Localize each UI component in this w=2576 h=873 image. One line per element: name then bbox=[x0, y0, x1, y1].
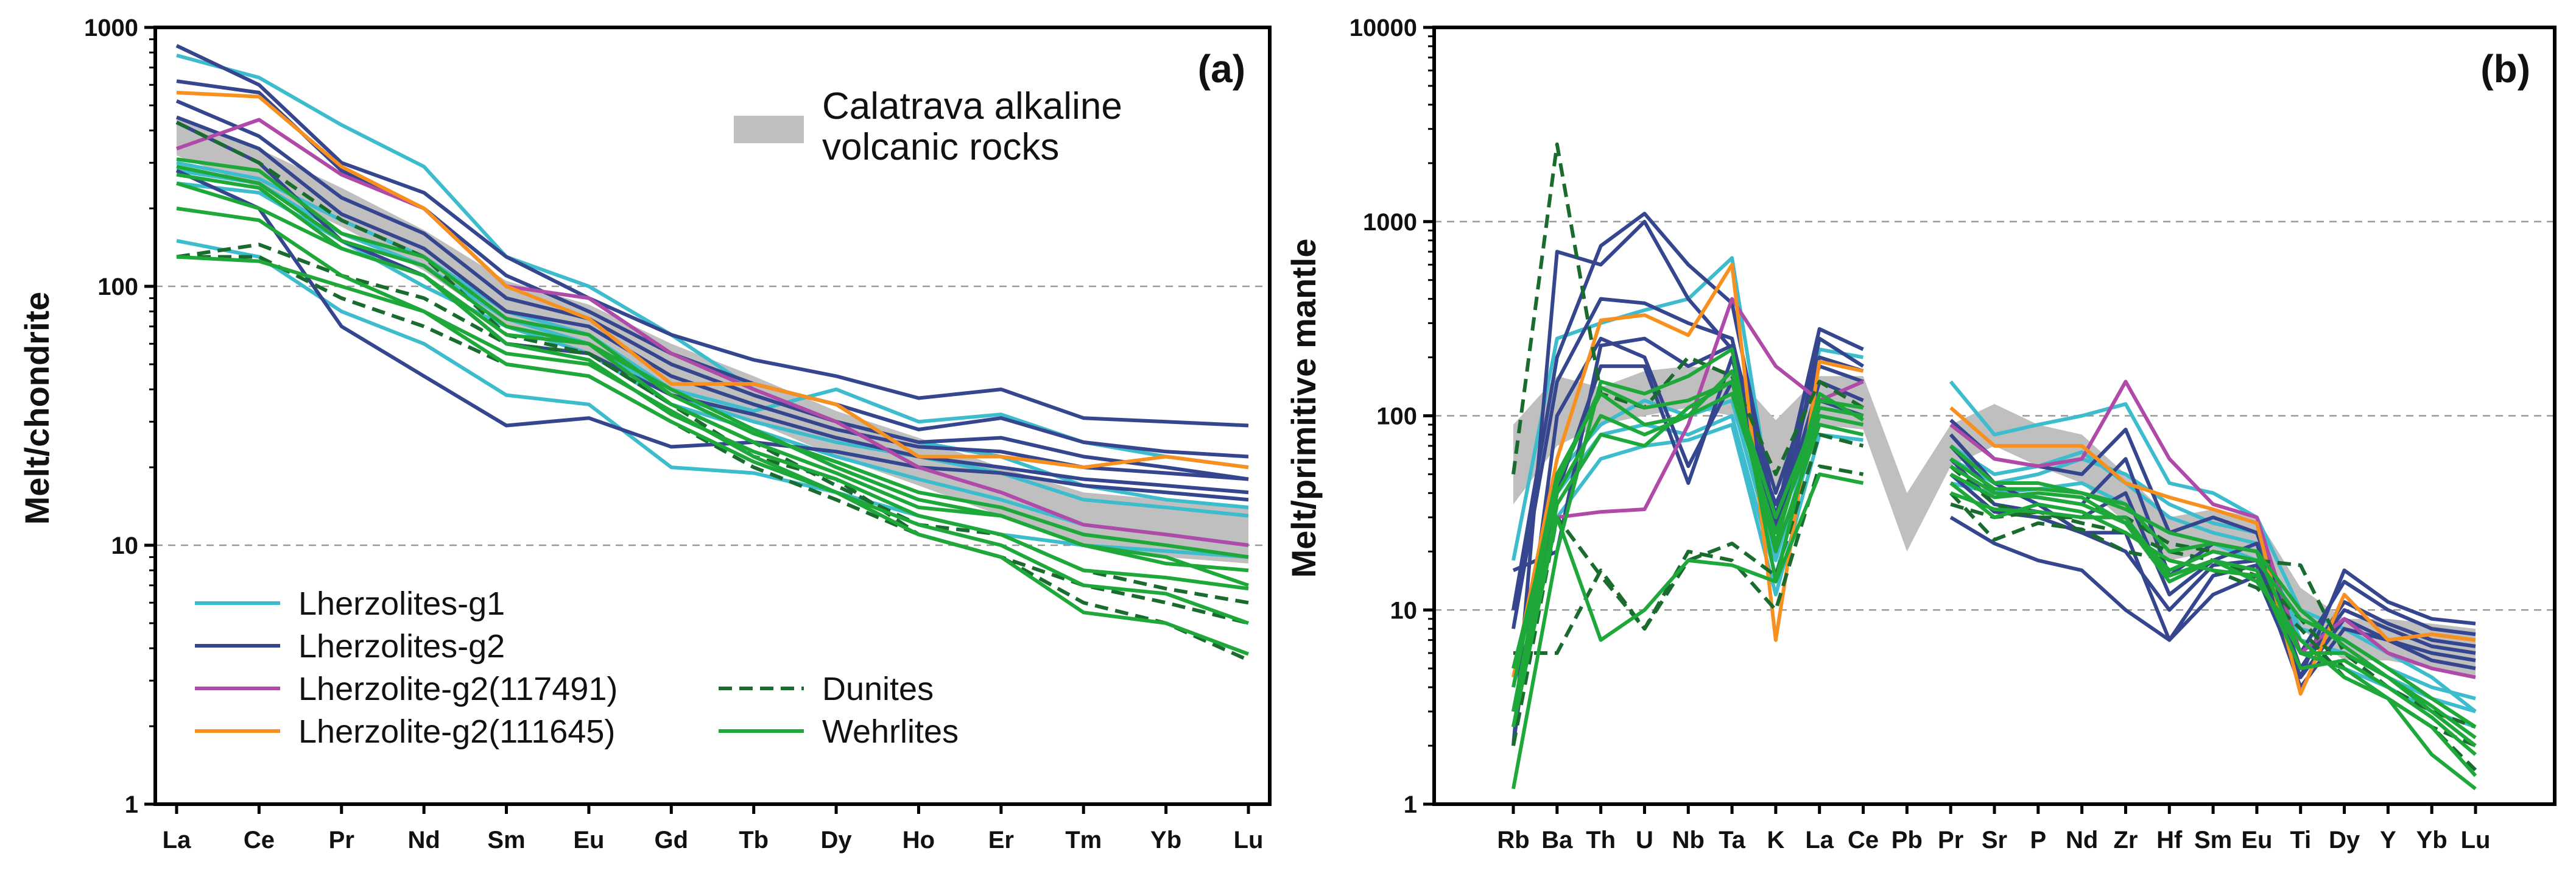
panel-a-x-tick-label: La bbox=[163, 827, 191, 854]
panel-b-x-tick-label: Pr bbox=[1938, 827, 1963, 854]
panel-a-series-lherzolites-g2-10 bbox=[175, 99, 1249, 481]
panel-b-y-tick-label: 1000 bbox=[1363, 209, 1417, 236]
panel-b-series-wehrlites-19 bbox=[1511, 380, 2477, 729]
panel-b-x-tick-label: P bbox=[2030, 827, 2046, 854]
panel-b-x-tick-label: Th bbox=[1586, 827, 1616, 854]
panel-a-x-tick-label: Eu bbox=[573, 827, 604, 854]
panel-b-x-tick-label: Eu bbox=[2241, 827, 2272, 854]
panel-a-series-lherzolites-g1-0 bbox=[176, 54, 1249, 509]
panel-a-x-tick-label: Er bbox=[988, 827, 1014, 854]
panel-b-x-tick-label: Ta bbox=[1719, 827, 1745, 854]
panel-b-x-tick-label: La bbox=[1805, 827, 1834, 854]
panel-a-x-tick-label: Ce bbox=[244, 827, 275, 854]
band-legend-swatch bbox=[734, 116, 804, 143]
panel-b-y-tick-label: 100 bbox=[1376, 403, 1417, 430]
panel-b-series-wehrlites-18 bbox=[1511, 392, 2477, 756]
panel-b-x-tick-label: Sr bbox=[1982, 827, 2007, 854]
panel-a-label: (a) bbox=[1198, 47, 1245, 91]
panel-a-series-lherzolites-g2-5 bbox=[175, 44, 1249, 428]
panel-a-x-tick-label: Lu bbox=[1234, 827, 1264, 854]
panel-a-y-tick-label: 10 bbox=[111, 532, 139, 559]
panel-b-x-tick-label: Rb bbox=[1497, 827, 1529, 854]
panel-b-x-tick-label: Yb bbox=[2416, 827, 2448, 854]
panel-a-x-tick-label: Yb bbox=[1150, 827, 1181, 854]
panel-a-series-lherzolite-g2-111645--12 bbox=[176, 91, 1249, 470]
panel-a-y-tick-label: 1000 bbox=[84, 15, 138, 41]
panel-b-x-tick-label: Lu bbox=[2461, 827, 2491, 854]
panel-a-y-tick-label: 1 bbox=[125, 791, 138, 818]
panel-a-series-wehrlites-16 bbox=[176, 207, 1250, 625]
panel-b-series-lherzolite-g2-117491--10 bbox=[1511, 297, 2476, 712]
panel-b-x-tick-label: Y bbox=[2380, 827, 2396, 854]
panel-a-y-tick-label: 100 bbox=[97, 274, 138, 300]
panel-b-x-tick-label: Hf bbox=[2156, 827, 2183, 854]
panel-b-x-tick-label: Ce bbox=[1848, 827, 1879, 854]
panel-b-y-tick-label: 10000 bbox=[1350, 15, 1417, 41]
panel-a-calatrava-band bbox=[177, 117, 1248, 564]
panel-a-x-tick-label: Sm bbox=[487, 827, 525, 854]
legend-label-lherzolite-g2-111645-: Lherzolite-g2(111645) bbox=[298, 713, 615, 750]
panel-b-x-tick-label: Dy bbox=[2329, 827, 2360, 854]
panel-a-x-tick-label: Dy bbox=[821, 827, 853, 854]
panel-b-x-tick-label: Nb bbox=[1672, 827, 1705, 854]
panel-b-x-tick-label: Sm bbox=[2194, 827, 2232, 854]
panel-b-label: (b) bbox=[2480, 47, 2530, 91]
panel-a-x-tick-label: Tb bbox=[739, 827, 769, 854]
band-legend-label-line1: Calatrava alkaline bbox=[822, 85, 1122, 127]
panel-b-x-tick-label: Ti bbox=[2290, 827, 2311, 854]
panel-b-spider-chart: Melt/primitive mantle (b) 1 10 100 1000 1000… bbox=[1284, 15, 2557, 854]
panel-a-x-tick-label: Pr bbox=[329, 827, 354, 854]
panel-a-x-tick-label: Gd bbox=[655, 827, 689, 854]
panel-b-x-tick-label: U bbox=[1636, 827, 1653, 854]
panel-a-x-tick-label: Ho bbox=[903, 827, 935, 854]
panel-a-series-wehrlites-19 bbox=[176, 164, 1249, 573]
panel-a-ree-chart: Melt/chondrite (a) Calatrava alkaline vo… bbox=[18, 15, 1272, 854]
legend-label-wehrlites: Wehrlites bbox=[822, 713, 959, 750]
panel-a-series-dunites-15 bbox=[177, 255, 1250, 662]
panel-a-series-lherzolites-g2-9 bbox=[175, 169, 1249, 502]
legend-label-lherzolites-g1: Lherzolites-g1 bbox=[298, 585, 505, 622]
panel-a-series-wehrlites-20 bbox=[176, 157, 1249, 559]
series-legend: Lherzolites-g1 Lherzolites-g2 Lherzolite-g… bbox=[195, 585, 959, 750]
band-legend-label-line2: volcanic rocks bbox=[822, 126, 1059, 168]
panel-a-series-lherzolite-g2-117491--11 bbox=[176, 118, 1249, 547]
panel-a-x-tick-label: Tm bbox=[1065, 827, 1102, 854]
legend-label-dunites: Dunites bbox=[822, 671, 934, 707]
panel-b-x-tick-label: Ba bbox=[1541, 827, 1573, 854]
panel-a-x-tick-label: Nd bbox=[407, 827, 440, 854]
panel-a-series-lherzolites-g2-6 bbox=[176, 79, 1249, 459]
panel-b-y-tick-label: 1 bbox=[1404, 791, 1417, 818]
panel-b-x-tick-label: Pb bbox=[1892, 827, 1923, 854]
panel-a-series-wehrlites-21 bbox=[176, 172, 1249, 591]
panel-b-x-tick-label: Nd bbox=[2066, 827, 2098, 854]
legend-label-lherzolites-g2: Lherzolites-g2 bbox=[298, 628, 505, 665]
panel-b-series-wehrlites-20 bbox=[1511, 369, 2477, 740]
panel-a-series-lherzolites-g1-2 bbox=[176, 239, 1249, 559]
band-legend: Calatrava alkaline volcanic rocks bbox=[734, 85, 1122, 168]
panel-b-x-tick-label: Zr bbox=[2113, 827, 2138, 854]
legend-label-lherzolite-g2-117491-: Lherzolite-g2(117491) bbox=[298, 671, 618, 707]
panel-b-series-lherzolites-g1-2 bbox=[1511, 423, 2476, 729]
panel-b-y-tick-label: 10 bbox=[1390, 597, 1418, 624]
panel-a-y-axis-title: Melt/chondrite bbox=[18, 292, 56, 525]
panel-b-y-axis-title: Melt/primitive mantle bbox=[1284, 238, 1323, 578]
panel-b-x-tick-label: K bbox=[1767, 827, 1784, 854]
panel-a-series-dunites-13 bbox=[176, 242, 1249, 625]
panel-a-frame bbox=[153, 26, 1272, 806]
